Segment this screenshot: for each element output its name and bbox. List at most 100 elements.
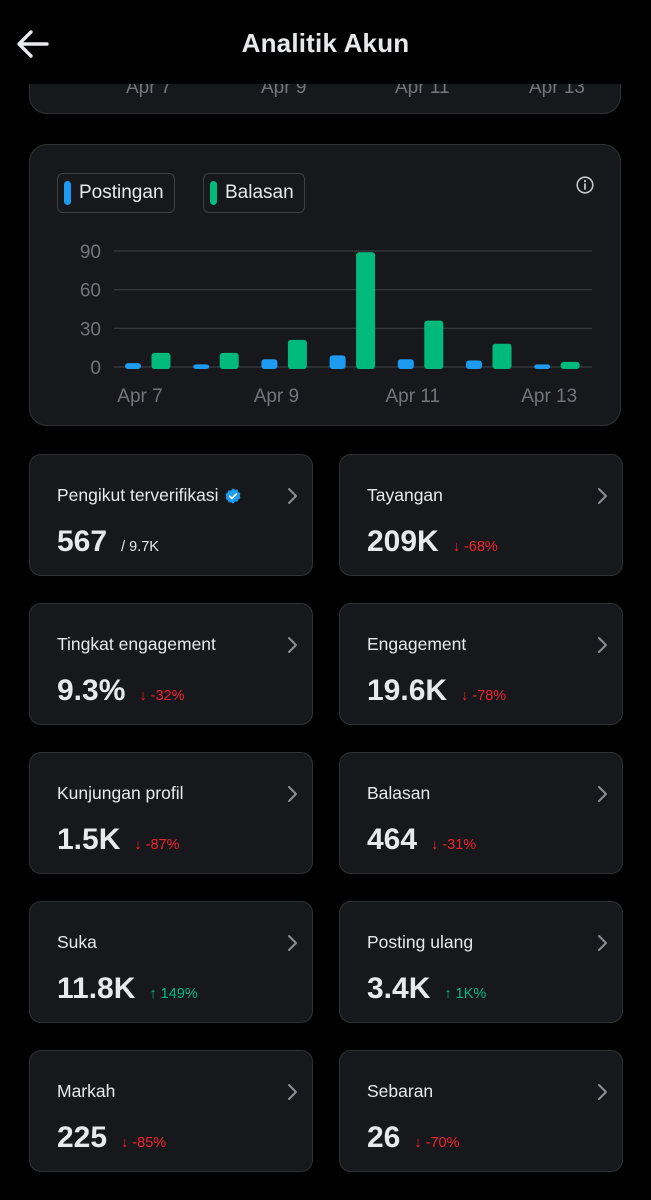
legend-posts-toggle[interactable]: Postingan (57, 173, 175, 213)
stat-value: 225 (57, 1121, 108, 1154)
stat-label: Kunjungan profil (57, 783, 184, 803)
stat-card-verified-followers[interactable]: Pengikut terverifikasi 567 / 9.7K (29, 454, 313, 576)
arrow-down-icon: ↓ (121, 1135, 129, 1151)
chevron-right-icon (288, 637, 297, 653)
stat-card-shares[interactable]: Sebaran 26 ↓ -70% (339, 1050, 623, 1172)
bar-balasan-apr-8 (219, 352, 239, 369)
stat-card-engagements[interactable]: Engagement 19.6K ↓ -78% (339, 603, 623, 725)
arrow-down-icon: ↓ (452, 539, 460, 555)
legend-posts-swatch (64, 181, 71, 205)
stat-value: 464 (367, 823, 418, 856)
stat-label: Pengikut terverifikasi (57, 485, 219, 505)
chevron-right-icon (288, 1084, 297, 1100)
stat-change: ↓ -85% (121, 1135, 166, 1151)
chevron-right-icon (598, 637, 607, 653)
stat-change-value: -85% (132, 1135, 167, 1151)
stat-label: Markah (57, 1081, 116, 1101)
info-icon[interactable] (575, 175, 595, 195)
stat-change: ↓ -32% (139, 688, 184, 704)
verified-badge-icon (225, 487, 241, 504)
bar-balasan-apr-10 (356, 252, 376, 369)
stat-value: 26 (367, 1121, 401, 1154)
stat-change-value: 1K% (455, 986, 487, 1002)
legend-replies-label: Balasan (225, 182, 294, 203)
arrow-down-icon: ↓ (134, 837, 142, 853)
y-tick-label: 60 (80, 281, 101, 302)
arrow-up-icon: ↑ (444, 986, 452, 1002)
stat-card-replies[interactable]: Balasan 464 ↓ -31% (339, 752, 623, 874)
stat-value: 209K (367, 525, 439, 558)
stat-label: Engagement (367, 634, 467, 654)
arrow-down-icon: ↓ (461, 688, 469, 704)
stat-card-reposts[interactable]: Posting ulang 3.4K ↑ 1K% (339, 901, 623, 1023)
arrow-down-icon: ↓ (414, 1135, 422, 1151)
stat-value: 19.6K (367, 674, 448, 707)
stat-label: Tingkat engagement (57, 634, 216, 654)
stat-change-value: -78% (472, 688, 507, 704)
chevron-right-icon (288, 786, 297, 802)
y-tick-label: 0 (90, 358, 101, 379)
stat-value: 11.8K (57, 972, 136, 1005)
stat-change: ↑ 149% (149, 986, 197, 1002)
stat-total: / 9.7K (121, 539, 159, 555)
x-tick-label: Apr 11 (386, 386, 441, 407)
stat-change-value: -32% (150, 688, 185, 704)
stat-change: ↓ -70% (414, 1135, 459, 1151)
stat-change-value: -87% (145, 837, 180, 853)
bar-balasan-apr-7 (151, 352, 171, 369)
stat-change: ↓ -31% (431, 837, 476, 853)
stat-card-engagement-rate[interactable]: Tingkat engagement 9.3% ↓ -32% (29, 603, 313, 725)
stat-card-profile-visits[interactable]: Kunjungan profil 1.5K ↓ -87% (29, 752, 313, 874)
bar-balasan-apr-11 (424, 320, 444, 369)
arrow-down-icon: ↓ (139, 688, 147, 704)
stat-change-value: 149% (160, 986, 198, 1002)
top-bar: Analitik Akun (0, 0, 651, 84)
chevron-right-icon (288, 488, 297, 504)
stat-label: Balasan (367, 783, 431, 803)
chevron-right-icon (598, 786, 607, 802)
stat-value: 567 (57, 525, 108, 558)
stat-value: 9.3% (57, 674, 126, 707)
stat-change: ↓ -68% (453, 539, 498, 555)
chevron-right-icon (598, 488, 607, 504)
y-tick-label: 30 (80, 319, 101, 340)
activity-chart-card: Postingan Balasan 90 60 30 0 Apr 7 Apr 9 Apr 1… (29, 144, 621, 426)
bar-postingan-apr-8 (193, 364, 210, 369)
chevron-right-icon (288, 935, 297, 951)
x-tick-label: Apr 9 (254, 386, 299, 407)
legend-replies-swatch (210, 181, 217, 205)
legend-replies-toggle[interactable]: Balasan (203, 173, 305, 213)
stat-change-value: -31% (442, 837, 477, 853)
arrow-down-icon: ↓ (431, 837, 439, 853)
stat-change-value: -68% (463, 539, 498, 555)
stat-change: ↓ -87% (134, 837, 179, 853)
page-title: Analitik Akun (241, 28, 410, 58)
bar-postingan-apr-7 (125, 363, 141, 369)
y-tick-label: 90 (80, 242, 101, 263)
legend-posts-label: Postingan (79, 182, 164, 203)
x-tick-label: Apr 13 (521, 386, 577, 407)
stat-card-likes[interactable]: Suka 11.8K ↑ 149% (29, 901, 313, 1023)
chevron-right-icon (598, 1084, 607, 1100)
stat-change: ↓ -78% (461, 688, 506, 704)
bar-balasan-apr-13 (560, 361, 580, 369)
stat-value: 1.5K (57, 823, 121, 856)
stat-card-impressions[interactable]: Tayangan 209K ↓ -68% (339, 454, 623, 576)
bar-balasan-apr-12 (492, 343, 512, 369)
stat-label: Sebaran (367, 1081, 434, 1101)
bar-balasan-apr-9 (287, 339, 307, 369)
bar-chart: 90 60 30 0 Apr 7 Apr 9 Apr 11 Apr 13 (80, 242, 592, 407)
arrow-up-icon: ↑ (149, 986, 157, 1002)
stat-change-value: -70% (425, 1135, 460, 1151)
bar-postingan-apr-11 (397, 359, 414, 369)
stat-label: Tayangan (367, 485, 443, 505)
bar-postingan-apr-13 (534, 364, 551, 369)
stat-card-bookmarks[interactable]: Markah 225 ↓ -85% (29, 1050, 313, 1172)
back-button[interactable] (14, 27, 52, 61)
stat-change: ↑ 1K% (444, 986, 486, 1002)
bar-postingan-apr-12 (466, 360, 482, 369)
chevron-right-icon (598, 935, 607, 951)
stat-label: Suka (57, 932, 97, 952)
arrow-left-icon (17, 30, 49, 58)
stat-value: 3.4K (367, 972, 431, 1005)
